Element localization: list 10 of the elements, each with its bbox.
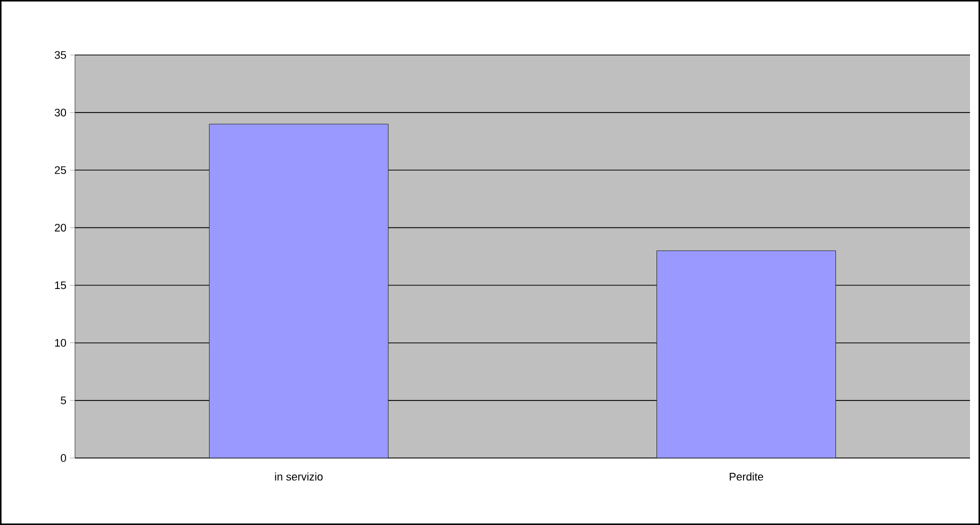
y-tick-label: 5 (60, 396, 66, 404)
y-tick-label: 10 (55, 338, 66, 347)
y-tick-label: 25 (54, 166, 66, 174)
x-tick-label: Perdite (730, 472, 764, 481)
y-tick-label: 30 (54, 108, 66, 116)
y-tick-label: 0 (60, 454, 66, 462)
y-tick-label: 35 (54, 51, 66, 59)
y-tick-label: 15 (55, 281, 66, 290)
x-tick-label: in servizio (275, 472, 323, 481)
y-tick-label: 20 (54, 224, 66, 232)
